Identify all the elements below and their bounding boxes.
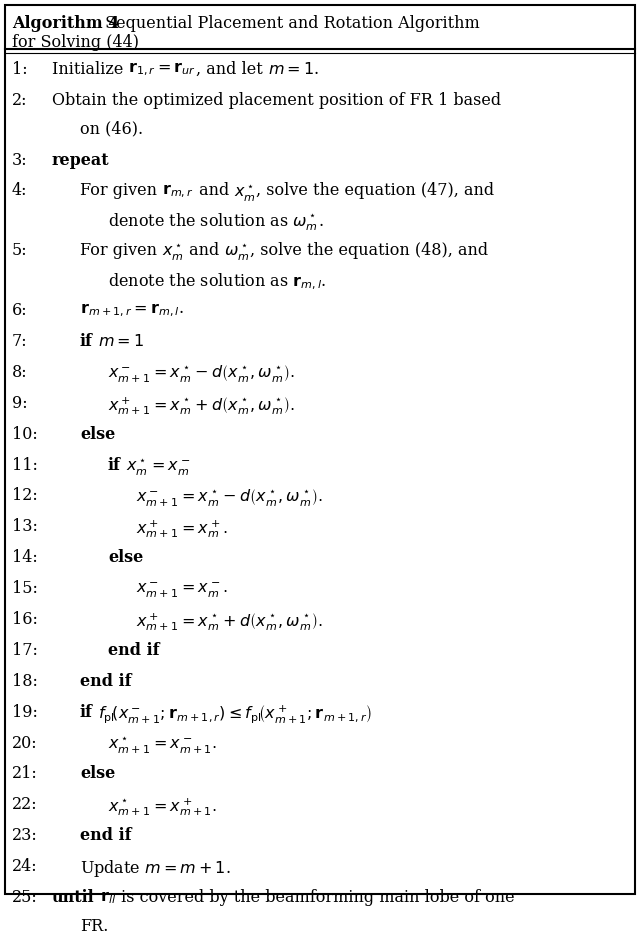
Text: 8:: 8: bbox=[12, 364, 28, 381]
Text: 13:: 13: bbox=[12, 519, 38, 535]
Text: 20:: 20: bbox=[12, 735, 38, 751]
Text: end if: end if bbox=[80, 827, 131, 844]
Text: 19:: 19: bbox=[12, 704, 38, 721]
Text: on (46).: on (46). bbox=[80, 121, 143, 138]
Text: $f_{\mathrm{pl}}\!\left(x^-_{m+1};\mathbf{r}_{m+1,r}\right) \leq f_{\mathrm{pl}}: $f_{\mathrm{pl}}\!\left(x^-_{m+1};\mathb… bbox=[93, 704, 372, 726]
Text: end if: end if bbox=[108, 641, 159, 659]
Text: is covered by the beamforming main lobe of one: is covered by the beamforming main lobe … bbox=[116, 889, 515, 906]
Text: else: else bbox=[80, 425, 115, 442]
Text: $x^-_{m+1} = x^\star_m - d\left(x^\star_m, \omega^\star_m\right).$: $x^-_{m+1} = x^\star_m - d\left(x^\star_… bbox=[136, 488, 323, 508]
Text: Initialize: Initialize bbox=[52, 61, 129, 78]
Text: Algorithm 4: Algorithm 4 bbox=[12, 16, 120, 33]
Text: $x^\star_m$: $x^\star_m$ bbox=[234, 182, 257, 204]
Text: 15:: 15: bbox=[12, 580, 38, 597]
Text: $x^-_{m+1} = x^-_m.$: $x^-_{m+1} = x^-_m.$ bbox=[136, 580, 228, 599]
Text: 24:: 24: bbox=[12, 858, 38, 875]
Text: $x^\star_{m+1} = x^+_{m+1}.$: $x^\star_{m+1} = x^+_{m+1}.$ bbox=[108, 796, 217, 818]
Text: if: if bbox=[108, 456, 121, 474]
Text: for Solving (44): for Solving (44) bbox=[12, 34, 139, 51]
Text: end if: end if bbox=[80, 673, 131, 690]
Text: 9:: 9: bbox=[12, 395, 28, 412]
Text: $x^+_{m+1} = x^+_m.$: $x^+_{m+1} = x^+_m.$ bbox=[136, 519, 228, 540]
Text: $\mathbf{r}_{m+1,r} = \mathbf{r}_{m,l}$.: $\mathbf{r}_{m+1,r} = \mathbf{r}_{m,l}$. bbox=[80, 302, 184, 319]
Text: 12:: 12: bbox=[12, 488, 38, 505]
Text: 17:: 17: bbox=[12, 641, 38, 659]
Text: $x^\star_m = x^-_m$: $x^\star_m = x^-_m$ bbox=[121, 456, 190, 478]
Text: $x^-_{m+1} = x^\star_m - d\left(x^\star_m, \omega^\star_m\right).$: $x^-_{m+1} = x^\star_m - d\left(x^\star_… bbox=[108, 364, 295, 385]
Text: 4:: 4: bbox=[12, 182, 28, 199]
Text: $\mathbf{r}_{1,r} = \mathbf{r}_{ur}$: $\mathbf{r}_{1,r} = \mathbf{r}_{ur}$ bbox=[129, 61, 196, 78]
Text: 3:: 3: bbox=[12, 152, 28, 169]
Text: 18:: 18: bbox=[12, 673, 38, 690]
Text: else: else bbox=[80, 765, 115, 782]
Text: $\omega^\star_m$: $\omega^\star_m$ bbox=[225, 242, 250, 263]
Text: Sequential Placement and Rotation Algorithm: Sequential Placement and Rotation Algori… bbox=[100, 16, 480, 33]
Text: 5:: 5: bbox=[12, 242, 28, 259]
Text: 16:: 16: bbox=[12, 611, 38, 628]
Text: , solve the equation (48), and: , solve the equation (48), and bbox=[250, 242, 488, 259]
Text: denote the solution as $\mathbf{r}_{m,l}$.: denote the solution as $\mathbf{r}_{m,l}… bbox=[108, 271, 326, 291]
Text: $x^+_{m+1} = x^\star_m + d\left(x^\star_m, \omega^\star_m\right).$: $x^+_{m+1} = x^\star_m + d\left(x^\star_… bbox=[136, 611, 323, 633]
Text: repeat: repeat bbox=[52, 152, 109, 169]
Text: , solve the equation (47), and: , solve the equation (47), and bbox=[257, 182, 495, 199]
Text: denote the solution as $\omega^\star_m$.: denote the solution as $\omega^\star_m$. bbox=[108, 211, 324, 233]
Text: and: and bbox=[194, 182, 234, 199]
Text: and: and bbox=[184, 242, 225, 259]
Text: 11:: 11: bbox=[12, 456, 38, 474]
Text: 6:: 6: bbox=[12, 302, 28, 319]
Text: For given: For given bbox=[80, 242, 162, 259]
Text: 2:: 2: bbox=[12, 91, 28, 109]
Text: 21:: 21: bbox=[12, 765, 38, 782]
Text: , and let: , and let bbox=[196, 61, 268, 78]
Text: 25:: 25: bbox=[12, 889, 38, 906]
Text: 23:: 23: bbox=[12, 827, 38, 844]
Text: $\mathbf{r}_{ll}$: $\mathbf{r}_{ll}$ bbox=[100, 889, 116, 906]
Text: until: until bbox=[52, 889, 95, 906]
Text: if: if bbox=[80, 704, 93, 721]
Text: if: if bbox=[80, 333, 93, 350]
Text: 14:: 14: bbox=[12, 549, 38, 566]
Text: Update $m = m + 1$.: Update $m = m + 1$. bbox=[80, 858, 231, 879]
Text: For given: For given bbox=[80, 182, 162, 199]
Text: FR.: FR. bbox=[80, 918, 108, 931]
Text: 7:: 7: bbox=[12, 333, 28, 350]
Text: $x^\star_{m+1} = x^-_{m+1}.$: $x^\star_{m+1} = x^-_{m+1}.$ bbox=[108, 735, 217, 756]
Text: 22:: 22: bbox=[12, 796, 38, 814]
Text: $x^\star_m$: $x^\star_m$ bbox=[162, 242, 184, 263]
Text: $m = 1$.: $m = 1$. bbox=[268, 61, 319, 78]
Text: 1:: 1: bbox=[12, 61, 28, 78]
Text: else: else bbox=[108, 549, 143, 566]
Text: $m = 1$: $m = 1$ bbox=[93, 333, 144, 350]
Text: $x^+_{m+1} = x^\star_m + d\left(x^\star_m, \omega^\star_m\right).$: $x^+_{m+1} = x^\star_m + d\left(x^\star_… bbox=[108, 395, 295, 416]
FancyBboxPatch shape bbox=[5, 5, 635, 894]
Text: Obtain the optimized placement position of FR 1 based: Obtain the optimized placement position … bbox=[52, 91, 501, 109]
Text: 10:: 10: bbox=[12, 425, 38, 442]
Text: $\mathbf{r}_{m,r}$: $\mathbf{r}_{m,r}$ bbox=[162, 182, 194, 200]
